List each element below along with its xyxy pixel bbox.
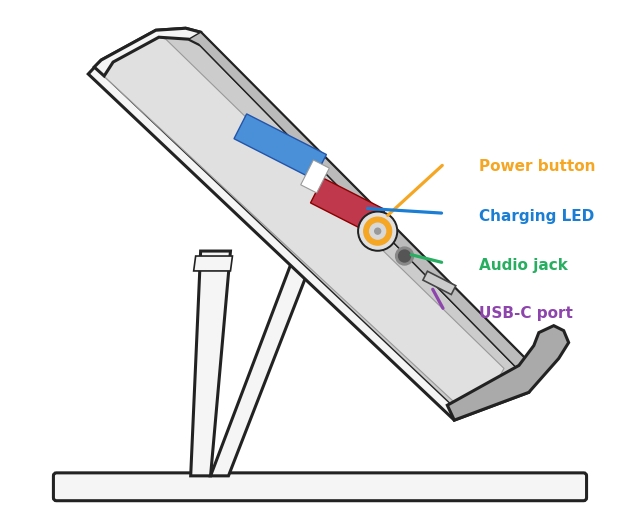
Text: USB-C port: USB-C port: [479, 306, 573, 321]
Text: Charging LED: Charging LED: [479, 209, 594, 224]
Polygon shape: [234, 114, 326, 179]
Polygon shape: [447, 326, 569, 420]
Polygon shape: [104, 37, 521, 412]
Circle shape: [358, 211, 397, 251]
FancyBboxPatch shape: [54, 473, 587, 501]
Polygon shape: [423, 271, 456, 294]
Circle shape: [399, 250, 410, 262]
Polygon shape: [194, 256, 233, 271]
Circle shape: [364, 217, 392, 245]
Polygon shape: [310, 178, 385, 234]
Circle shape: [375, 228, 381, 234]
Circle shape: [360, 213, 396, 249]
Polygon shape: [454, 368, 539, 420]
Polygon shape: [89, 28, 539, 420]
Polygon shape: [301, 160, 329, 193]
Polygon shape: [190, 251, 231, 476]
Polygon shape: [94, 37, 504, 402]
Circle shape: [369, 223, 385, 239]
Polygon shape: [94, 28, 201, 76]
Text: Audio jack: Audio jack: [479, 258, 568, 274]
Circle shape: [396, 247, 413, 265]
Polygon shape: [189, 32, 539, 373]
Polygon shape: [211, 266, 310, 476]
Text: Power button: Power button: [479, 159, 596, 174]
